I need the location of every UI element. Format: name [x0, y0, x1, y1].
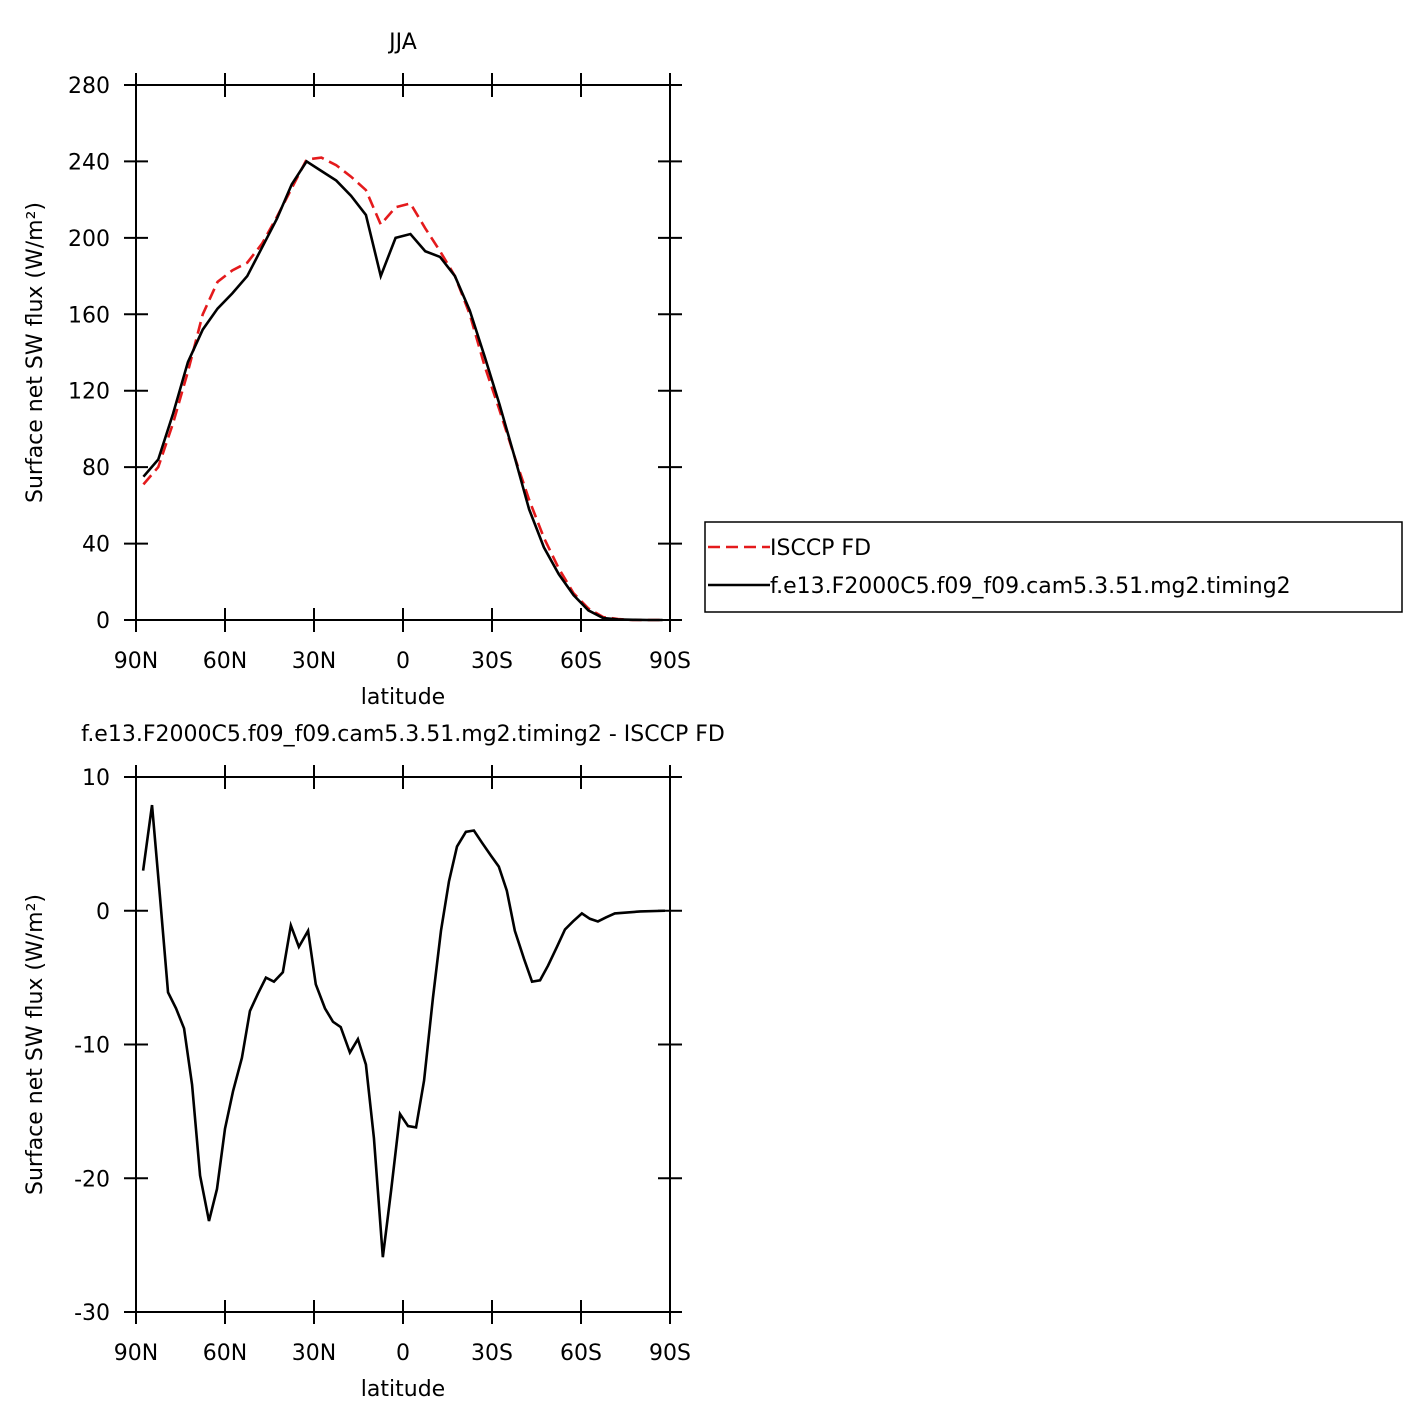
x-tick-label: 60S	[560, 1341, 602, 1366]
data-line	[142, 156, 663, 622]
y-tick-label: 200	[68, 227, 110, 252]
x-tick-label: 90S	[649, 1341, 691, 1366]
data-line	[142, 159, 663, 622]
y-tick-label: 160	[68, 303, 110, 328]
y-tick-label: 280	[68, 74, 110, 99]
legend-label: ISCCP FD	[770, 536, 871, 561]
y-tick-label: -10	[74, 1034, 110, 1059]
y-axis-label: Surface net SW flux (W/m²)	[23, 894, 48, 1195]
legend-label: f.e13.F2000C5.f09_f09.cam5.3.51.mg2.timi…	[770, 574, 1291, 599]
x-tick-label: 30N	[292, 649, 336, 674]
chart-title: f.e13.F2000C5.f09_f09.cam5.3.51.mg2.timi…	[81, 722, 725, 747]
x-tick-label: 60S	[560, 649, 602, 674]
plot-frame	[135, 776, 671, 1313]
y-tick-label: -30	[74, 1301, 110, 1326]
plot-frame	[135, 84, 671, 621]
x-tick-label: 90N	[114, 1341, 158, 1366]
x-tick-label: 30S	[471, 649, 513, 674]
legend-box	[704, 521, 1403, 613]
x-tick-label: 0	[396, 649, 410, 674]
y-tick-label: 0	[96, 900, 110, 925]
y-tick-label: -20	[74, 1167, 110, 1192]
y-tick-label: 120	[68, 380, 110, 405]
x-tick-label: 60N	[203, 1341, 247, 1366]
y-tick-label: 80	[82, 456, 110, 481]
y-tick-label: 10	[82, 766, 110, 791]
x-tick-label: 60N	[203, 649, 247, 674]
x-tick-label: 90N	[114, 649, 158, 674]
x-tick-label: 0	[396, 1341, 410, 1366]
x-tick-label: 30N	[292, 1341, 336, 1366]
y-tick-label: 240	[68, 150, 110, 175]
data-line	[141, 804, 665, 1258]
chart-title: JJA	[387, 30, 417, 55]
x-axis-label: latitude	[361, 1377, 445, 1402]
y-tick-label: 0	[96, 609, 110, 634]
x-tick-label: 90S	[649, 649, 691, 674]
x-axis-label: latitude	[361, 685, 445, 710]
y-axis-label: Surface net SW flux (W/m²)	[23, 202, 48, 503]
x-tick-label: 30S	[471, 1341, 513, 1366]
y-tick-label: 40	[82, 533, 110, 558]
